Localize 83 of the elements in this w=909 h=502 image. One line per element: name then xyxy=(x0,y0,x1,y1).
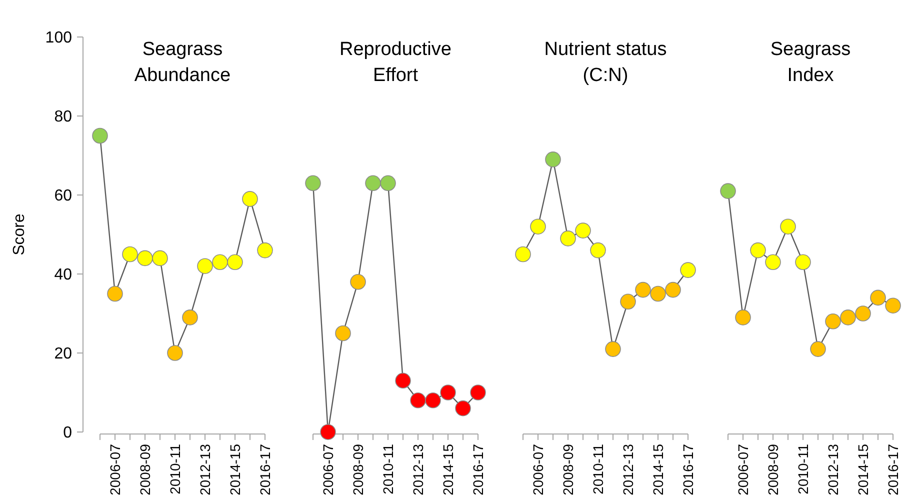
point xyxy=(575,222,591,238)
point xyxy=(590,242,606,258)
point xyxy=(257,242,273,258)
x-tick-label: 2014-15 xyxy=(854,444,871,496)
x-tick-label: 2012-13 xyxy=(196,444,213,496)
point xyxy=(665,282,681,298)
point xyxy=(197,258,213,274)
y-tick-label: 20 xyxy=(54,346,72,363)
x-tick-label: 2010-11 xyxy=(380,444,396,494)
point xyxy=(620,294,636,310)
point xyxy=(515,246,531,262)
point xyxy=(530,218,546,234)
point xyxy=(825,314,841,330)
text: Reproductive Effort xyxy=(340,39,452,86)
y-tick-label: 0 xyxy=(63,424,72,442)
text: Seagrass Index xyxy=(770,39,851,86)
point xyxy=(870,290,886,306)
point xyxy=(320,424,336,440)
x-tick-label: 2012-13 xyxy=(410,444,426,496)
point xyxy=(855,306,871,322)
y-tick-label: 100 xyxy=(45,30,72,47)
y-tick-label: 40 xyxy=(54,266,72,284)
x-tick-label: 2014-15 xyxy=(440,444,456,496)
point xyxy=(107,286,123,302)
point xyxy=(335,325,351,342)
y-tick-label: 80 xyxy=(54,108,72,126)
point xyxy=(167,345,183,361)
point xyxy=(380,175,396,192)
point xyxy=(455,400,471,416)
point xyxy=(227,254,243,270)
point xyxy=(885,298,901,314)
x-tick-label: 2008-09 xyxy=(136,444,153,496)
point xyxy=(92,128,108,144)
x-tick-label: 2006-07 xyxy=(320,444,336,496)
point xyxy=(350,274,366,290)
x-tick-label: 2016-17 xyxy=(884,444,901,496)
point xyxy=(122,246,138,262)
y-tick-label: 60 xyxy=(54,188,72,205)
point xyxy=(635,282,651,298)
x-tick-label: 2016-17 xyxy=(470,444,486,496)
point xyxy=(305,175,321,192)
point xyxy=(410,392,426,408)
x-tick-label: 2012-13 xyxy=(620,444,636,496)
point xyxy=(212,254,228,270)
x-tick-label: 2008-09 xyxy=(560,444,576,496)
point xyxy=(780,218,796,234)
x-tick-label: 2014-15 xyxy=(650,444,666,496)
point xyxy=(720,183,736,199)
x-tick-label: 2008-09 xyxy=(350,444,366,496)
x-tick-label: 2010-11 xyxy=(166,444,183,494)
x-tick-label: 2012-13 xyxy=(824,444,841,496)
point xyxy=(840,310,856,326)
x-tick-label: 2010-11 xyxy=(794,444,811,494)
point xyxy=(560,230,576,246)
point xyxy=(810,341,826,357)
point xyxy=(152,250,168,266)
point xyxy=(750,242,766,258)
x-tick-label: 2006-07 xyxy=(530,444,546,496)
point xyxy=(395,372,411,389)
point xyxy=(365,175,381,192)
y-axis-title: Score xyxy=(11,214,28,256)
x-tick-label: 2016-17 xyxy=(256,444,273,496)
x-tick-label: 2008-09 xyxy=(764,444,781,496)
text: Nutrient status (C:N) xyxy=(544,39,667,86)
point xyxy=(470,384,486,400)
point xyxy=(680,262,696,278)
point xyxy=(545,152,561,168)
point xyxy=(242,191,258,207)
point xyxy=(425,392,441,408)
point xyxy=(735,310,751,326)
point xyxy=(137,250,153,266)
x-tick-label: 2006-07 xyxy=(734,444,751,496)
point xyxy=(605,341,621,357)
point xyxy=(650,286,666,302)
point xyxy=(795,254,811,270)
point xyxy=(765,254,781,270)
x-tick-label: 2014-15 xyxy=(226,444,243,496)
point xyxy=(182,310,198,326)
x-tick-label: 2006-07 xyxy=(106,444,123,496)
x-tick-label: 2016-17 xyxy=(680,444,696,496)
text: Seagrass Abundance xyxy=(134,39,231,86)
x-tick-label: 2010-11 xyxy=(590,444,606,494)
point xyxy=(440,384,456,400)
